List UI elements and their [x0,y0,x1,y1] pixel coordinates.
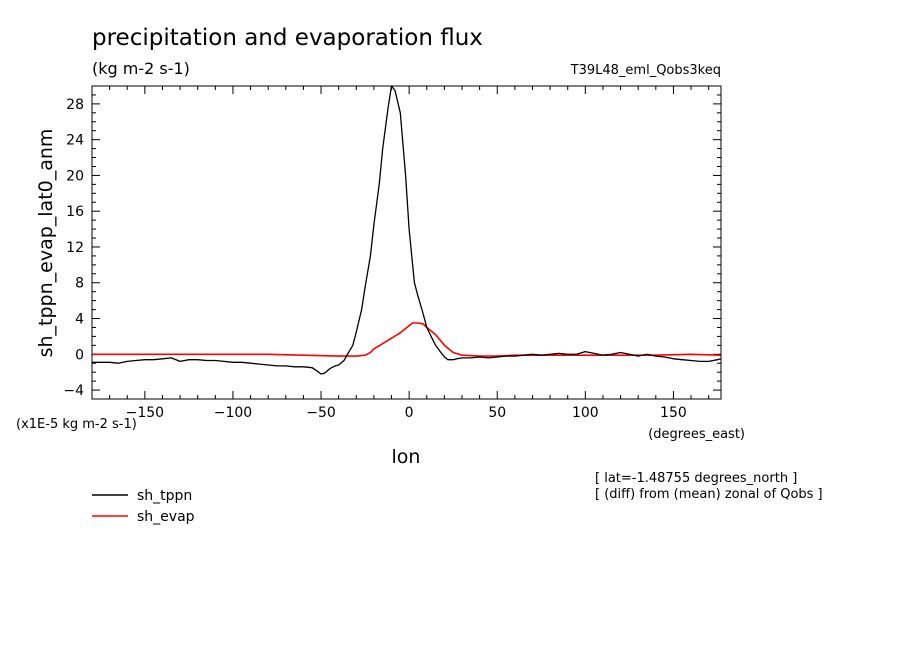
y-tick-label: 16 [66,204,84,220]
series-line-sh-tppn [92,85,722,375]
y-tick-label: 0 [75,347,84,363]
y-axis-units: (x1E-5 kg m-2 s-1) [16,417,137,432]
note-latitude: [ lat=-1.48755 degrees_north ] [595,471,797,486]
axis-ticks: −150 −100 −50 0 50 100 150 −4 0 4 8 12 16 20 24 28 [63,85,721,421]
y-tick-label: −4 [63,383,84,399]
legend-label: sh_evap [137,509,195,525]
x-tick-label: 0 [405,405,414,421]
y-tick-label: 8 [75,276,84,292]
note-diff: [ (diff) from (mean) zonal of Qobs ] [595,487,823,502]
y-tick-label: 12 [66,240,84,256]
chart-title: precipitation and evaporation flux [92,25,483,51]
y-tick-label: 24 [66,133,84,149]
x-axis-units: (degrees_east) [648,427,745,442]
x-tick-label: −100 [214,405,252,421]
y-tick-label: 4 [75,312,84,328]
y-axis-label: sh_tppn_evap_lat0_anm [35,129,57,358]
x-tick-label: 50 [488,405,506,421]
x-tick-label: 150 [660,405,687,421]
legend-label: sh_tppn [137,488,192,504]
series-lines [92,85,722,375]
x-tick-label: −50 [306,405,336,421]
x-tick-label: −150 [126,405,164,421]
y-tick-label: 20 [66,168,84,184]
legend: sh_tppn sh_evap [92,488,195,525]
chart-subtitle: (kg m-2 s-1) [92,59,190,78]
run-label: T39L48_eml_Qobs3keq [570,63,721,78]
y-tick-label: 28 [66,97,84,113]
x-axis-label: lon [392,446,421,468]
plot-frame [91,85,722,400]
x-tick-label: 100 [572,405,599,421]
